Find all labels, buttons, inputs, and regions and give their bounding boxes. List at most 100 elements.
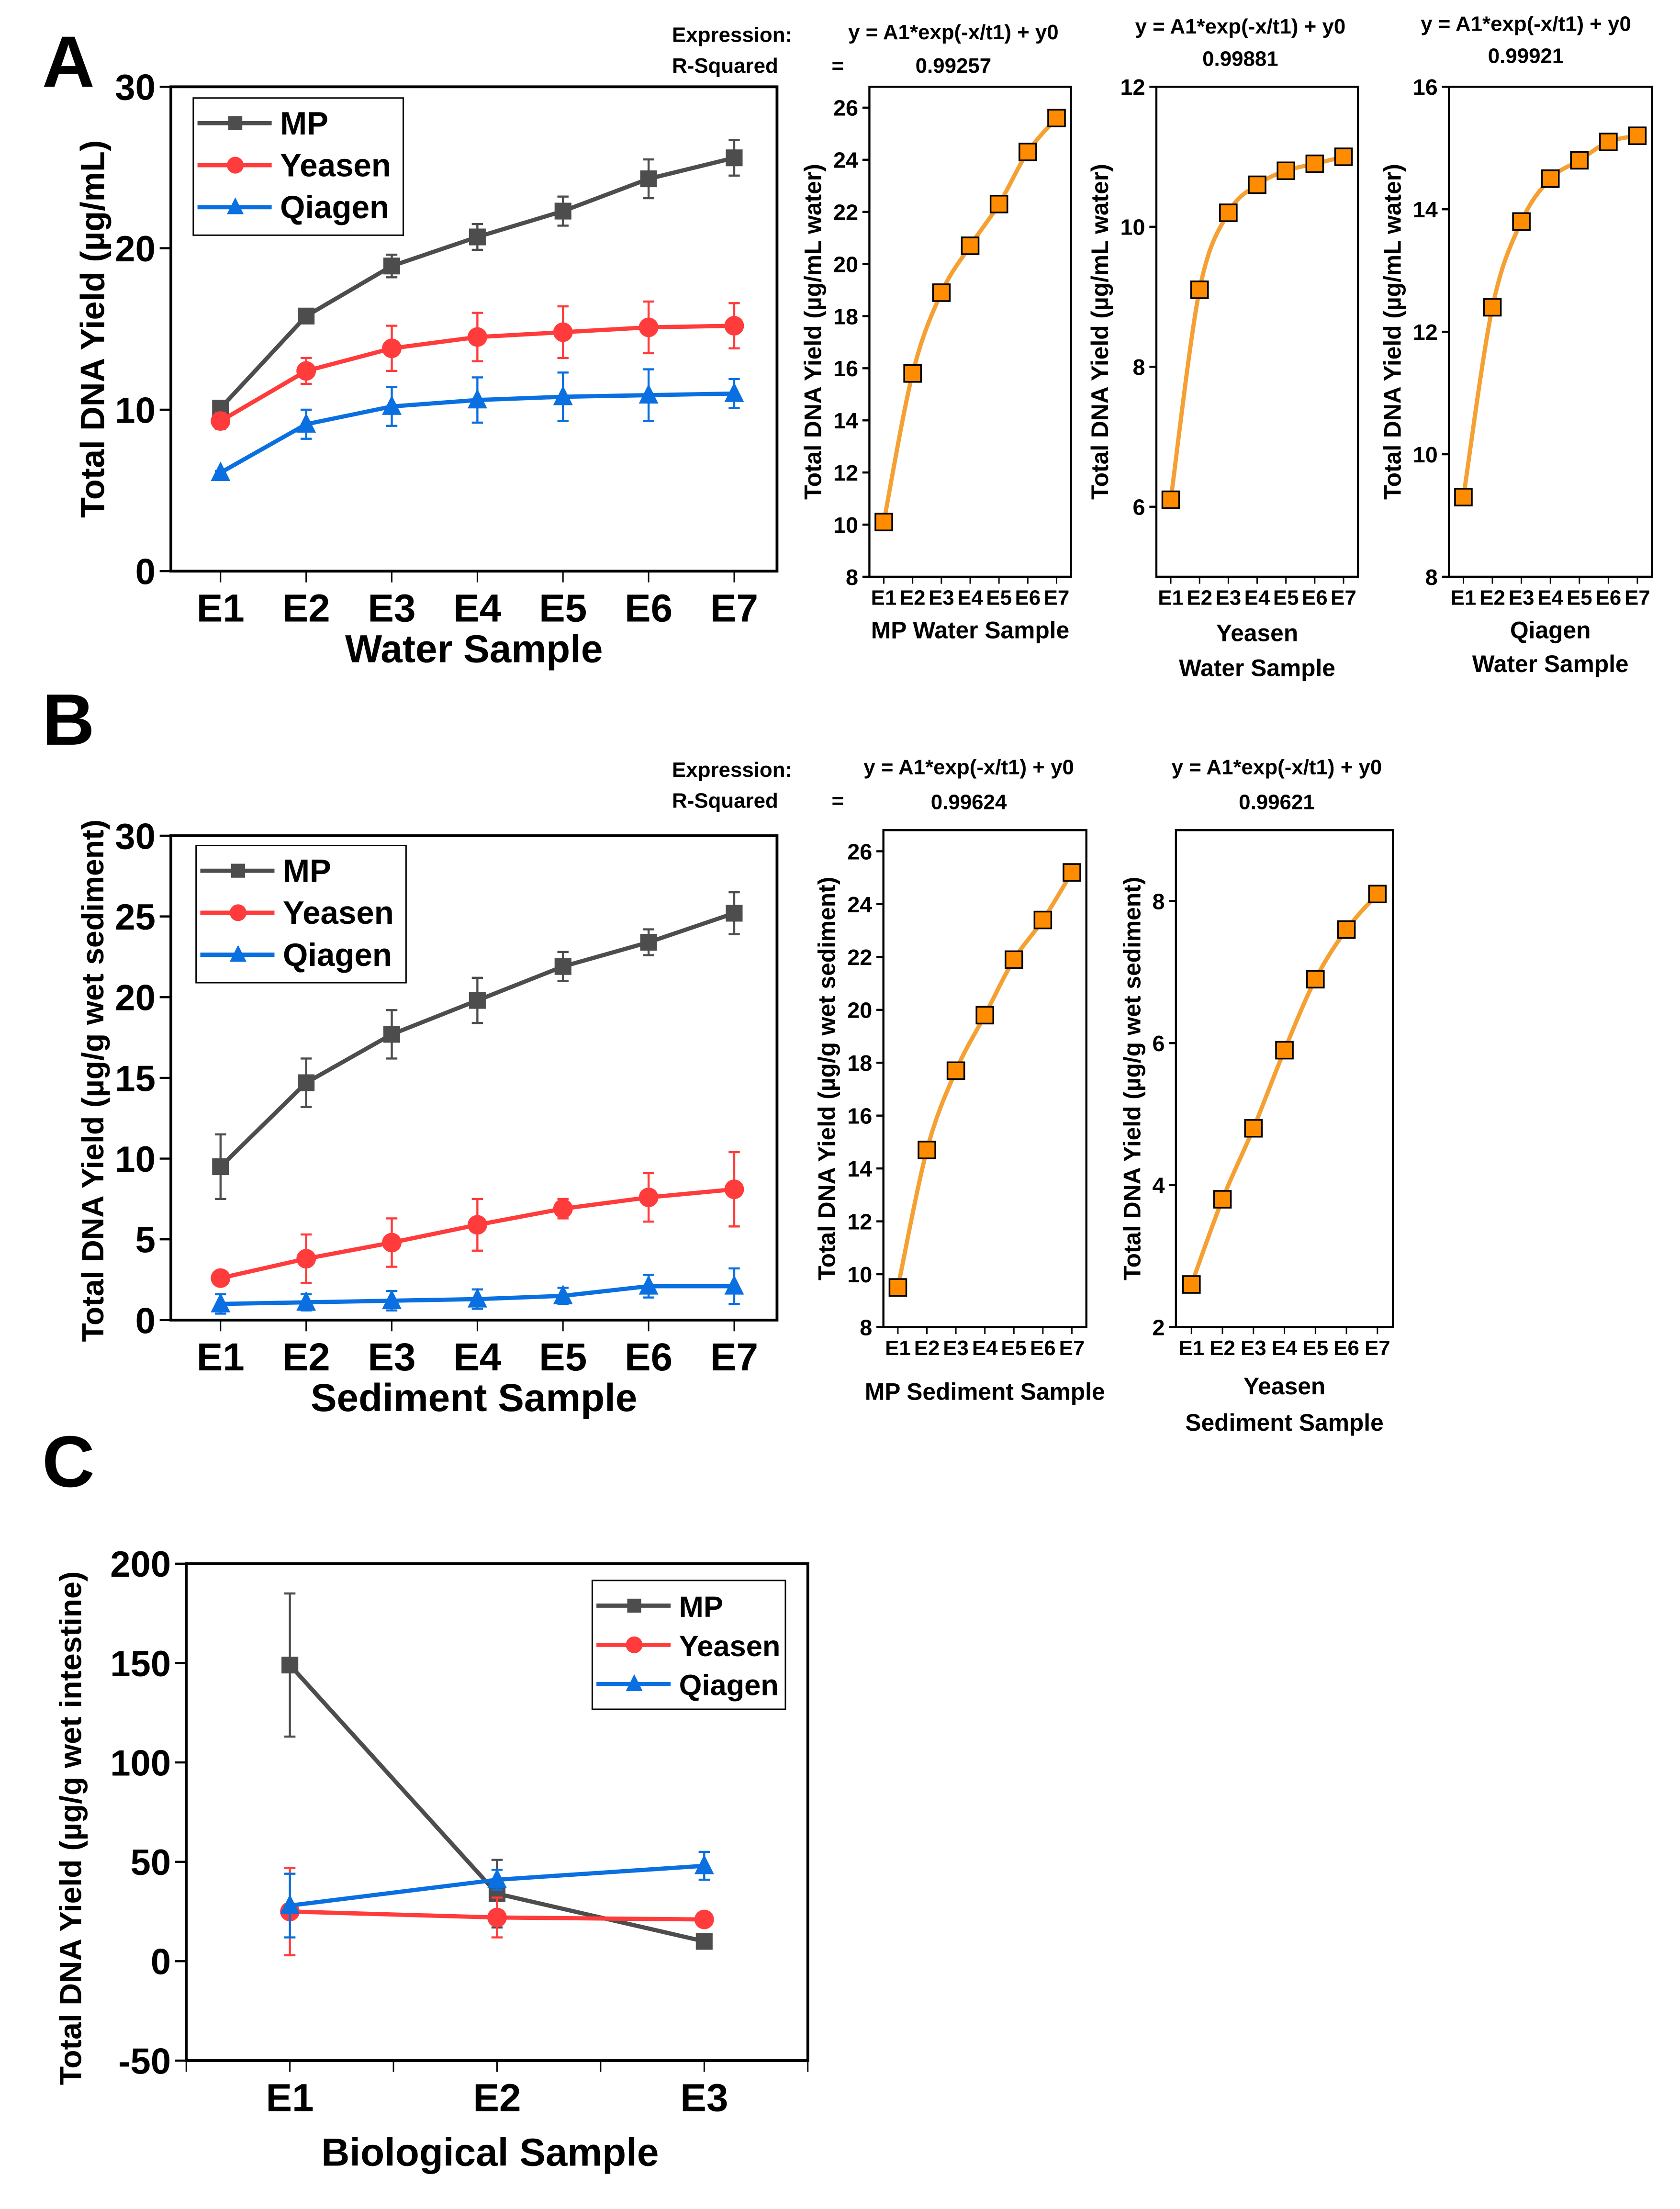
- data-point: [1190, 280, 1209, 299]
- x-axis-title: Qiagen: [1510, 617, 1590, 644]
- data-point: [1033, 910, 1053, 930]
- data-point: [467, 1288, 487, 1308]
- y-tick-label: 10: [115, 1139, 156, 1180]
- y-axis-title: Total DNA Yield (µg/g wet intestine): [53, 1571, 88, 2086]
- plot-frame: [1448, 86, 1653, 578]
- y-tick-label: 30: [115, 816, 156, 857]
- panel-label-b: B: [42, 679, 95, 761]
- x-tick-label: E6: [1333, 1336, 1359, 1360]
- chart-a-2: 6 8 10 12 E1 E2 E3 E4 E5 E6 E7 Total DNA Yield (µg/…: [1086, 15, 1359, 682]
- data-point: [1063, 863, 1081, 882]
- y-tick-label: 12: [1120, 75, 1145, 100]
- legend-marker: [626, 1674, 643, 1691]
- data-point: [1306, 970, 1325, 989]
- x-tick-label: E2: [282, 1335, 330, 1379]
- fit-r-squared: 0.99257: [916, 54, 992, 78]
- x-tick-label: E1: [197, 587, 245, 630]
- x-tick-label: E5: [539, 1335, 587, 1379]
- y-tick-label: 10: [847, 1262, 872, 1287]
- chart-b-4: 0 5 10 15 20 25 30 E1 E2 E3 E4 E5 E6 E7 Total DNA Yiel…: [76, 816, 779, 1420]
- y-tick-label: 8: [1133, 355, 1145, 380]
- x-tick-label: E2: [1187, 586, 1212, 609]
- data-point: [298, 307, 315, 325]
- data-point: [467, 1215, 487, 1235]
- x-tick-label: E6: [1596, 586, 1622, 609]
- y-tick-label: 200: [110, 1544, 171, 1585]
- chart-a-0: 0 10 20 30 E1 E2 E3 E4 E5 E6 E7 Total DNA Yield (µg…: [74, 67, 779, 671]
- legend-marker: [229, 904, 246, 921]
- x-tick-label: E4: [1272, 1336, 1298, 1360]
- legend: MP Yeasen Qiagen: [591, 1580, 786, 1710]
- x-tick-label: E7: [1365, 1336, 1390, 1360]
- x-tick-label: E1: [1158, 586, 1184, 609]
- x-tick-label: E1: [197, 1335, 245, 1379]
- data-point: [724, 1275, 744, 1295]
- x-axis-title: Yeasen: [1216, 619, 1298, 646]
- chart-a-3: 8 10 12 14 16 E1 E2 E3 E4 E5 E6 E7 Total DNA Yield (…: [1379, 12, 1653, 677]
- fit-rsquared-label-a: R-Squared: [672, 54, 778, 78]
- fit-curve: [896, 871, 1074, 1288]
- x-tick-label: E3: [943, 1336, 969, 1360]
- data-point: [724, 1179, 744, 1200]
- y-tick-label: 8: [1425, 565, 1438, 590]
- x-tick-label: E7: [1044, 586, 1070, 609]
- y-tick-label: 14: [1413, 197, 1438, 222]
- data-point: [640, 934, 657, 951]
- data-point: [903, 364, 922, 383]
- x-tick-label: E3: [368, 587, 415, 630]
- x-tick-label: E7: [1331, 586, 1356, 609]
- data-point: [1541, 169, 1560, 188]
- x-tick-label: E2: [914, 1336, 940, 1360]
- y-tick-label: 6: [1152, 1031, 1165, 1056]
- data-point: [212, 1158, 229, 1175]
- legend-label: Qiagen: [679, 1669, 779, 1702]
- x-axis-title: Water Sample: [1472, 650, 1629, 677]
- y-axis-title: Total DNA Yield (µg/g wet sediment): [814, 877, 840, 1280]
- y-tick-label: 16: [833, 356, 858, 381]
- x-tick-label: E2: [900, 586, 926, 609]
- y-tick-label: 4: [1152, 1173, 1165, 1198]
- data-point: [640, 170, 657, 188]
- x-tick-label: E2: [473, 2076, 521, 2119]
- y-tick-label: 6: [1133, 495, 1145, 520]
- data-point: [918, 1141, 936, 1159]
- chart-b-5: 8 10 12 14 16 18 20 22 24 26 E1 E2 E3 E4 E5 E6 E7 Total D…: [814, 755, 1105, 1405]
- x-axis-title: Biological Sample: [321, 2131, 659, 2174]
- x-tick-label: E1: [871, 586, 897, 609]
- data-point: [469, 992, 486, 1009]
- data-point: [1161, 490, 1180, 509]
- x-tick-label: E6: [625, 587, 672, 630]
- data-point: [554, 202, 571, 220]
- x-axis-title: MP Sediment Sample: [865, 1379, 1105, 1405]
- y-tick-label: 25: [115, 897, 156, 938]
- y-tick-label: 14: [833, 408, 858, 433]
- data-point: [1454, 488, 1473, 506]
- fit-r-squared: 0.99624: [931, 790, 1007, 814]
- y-axis-title: Total DNA Yield (µg/mL water): [1086, 164, 1113, 500]
- y-tick-label: 150: [110, 1644, 171, 1684]
- x-tick-label: E3: [680, 2076, 728, 2119]
- x-tick-label: E5: [1302, 1336, 1328, 1360]
- y-tick-label: 8: [860, 1315, 872, 1340]
- data-point: [469, 228, 486, 246]
- y-tick-label: 30: [115, 67, 156, 108]
- data-point: [382, 1233, 402, 1253]
- legend-marker: [228, 116, 243, 130]
- x-axis-title: Yeasen: [1243, 1373, 1325, 1400]
- data-point: [383, 1026, 401, 1043]
- data-point: [1337, 920, 1356, 939]
- x-tick-label: E4: [957, 586, 983, 609]
- x-tick-label: E1: [885, 1336, 911, 1360]
- chart-a-1: 8 10 12 14 16 18 20 22 24 26 E1 E2 E3 E4 E5 E6 E7 Total D…: [799, 21, 1072, 644]
- chart-c-7: -50 0 50 100 150 200 E1 E2 E3 Total DNA Yield (µg…: [53, 1544, 809, 2174]
- data-point: [1248, 175, 1266, 194]
- panel-label-a: A: [42, 21, 95, 102]
- legend-label: Yeasen: [679, 1630, 781, 1663]
- fit-equals-b: =: [831, 789, 844, 812]
- x-tick-label: E1: [1178, 1336, 1204, 1360]
- series-qiagen: [211, 368, 744, 482]
- y-tick-label: 5: [135, 1220, 156, 1261]
- legend-marker: [227, 197, 244, 214]
- data-point: [946, 1061, 965, 1080]
- data-point: [724, 382, 744, 402]
